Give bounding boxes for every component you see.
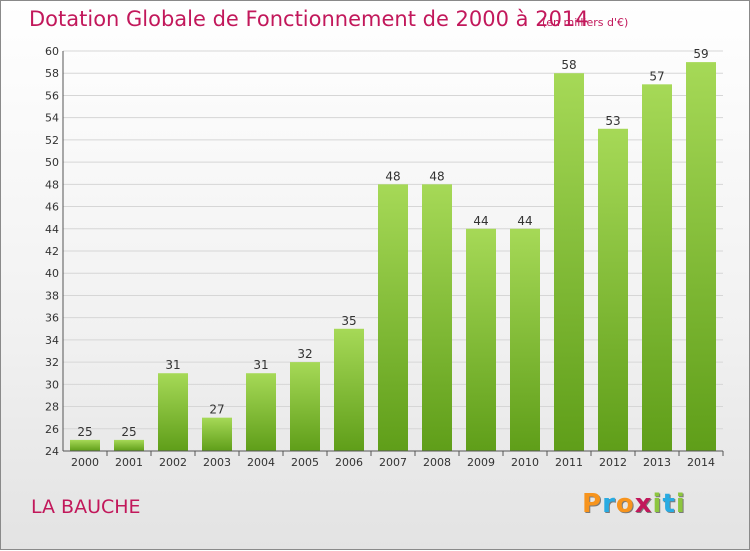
y-tick-label: 36: [45, 312, 59, 325]
logo-letter: i: [675, 489, 686, 519]
x-tick-label: 2011: [555, 456, 583, 469]
bar-value-label: 32: [297, 347, 312, 361]
bar-value-label: 48: [429, 169, 444, 183]
bar-value-label: 44: [473, 214, 488, 228]
y-tick-label: 40: [45, 267, 59, 280]
bar-value-label: 35: [341, 314, 356, 328]
bar-value-label: 57: [649, 69, 664, 83]
y-tick-label: 46: [45, 201, 59, 214]
x-tick-label: 2000: [71, 456, 99, 469]
x-tick-label: 2003: [203, 456, 231, 469]
y-tick-label: 32: [45, 356, 59, 369]
y-tick-label: 44: [45, 223, 59, 236]
y-tick-label: 56: [45, 89, 59, 102]
logo-letter: o: [615, 489, 635, 519]
y-tick-label: 38: [45, 289, 59, 302]
bar-value-label: 25: [77, 425, 92, 439]
x-tick-label: 2014: [687, 456, 715, 469]
bar-value-label: 44: [517, 214, 532, 228]
bar: [246, 373, 276, 451]
y-tick-label: 58: [45, 67, 59, 80]
y-tick-label: 30: [45, 378, 59, 391]
bar-value-label: 27: [209, 403, 224, 417]
bar-value-label: 31: [253, 358, 268, 372]
x-tick-label: 2005: [291, 456, 319, 469]
bar: [554, 73, 584, 451]
bar: [158, 373, 188, 451]
logo-letter: r: [602, 489, 616, 519]
x-tick-label: 2008: [423, 456, 451, 469]
x-tick-label: 2002: [159, 456, 187, 469]
bar: [114, 439, 144, 451]
logo-letter: P: [582, 489, 603, 519]
bar-value-label: 59: [693, 47, 708, 61]
bars: [70, 62, 716, 452]
logo-letter: t: [662, 489, 676, 519]
bar-value-label: 53: [605, 114, 620, 128]
proxiti-logo[interactable]: Proxiti: [582, 489, 686, 519]
x-tick-label: 2009: [467, 456, 495, 469]
place-name: LA BAUCHE: [31, 496, 141, 518]
y-tick-label: 24: [45, 445, 59, 458]
x-tick-label: 2007: [379, 456, 407, 469]
bar-value-label: 25: [121, 425, 136, 439]
bar: [466, 228, 496, 451]
y-tick-label: 34: [45, 334, 59, 347]
bar: [290, 362, 320, 451]
y-tick-label: 42: [45, 245, 59, 258]
y-tick-label: 54: [45, 112, 59, 125]
bar: [70, 439, 100, 451]
y-tick-label: 26: [45, 423, 59, 436]
bar: [334, 328, 364, 451]
bar-value-label: 31: [165, 358, 180, 372]
bar: [422, 184, 452, 452]
x-tick-label: 2004: [247, 456, 275, 469]
bar-value-label: 58: [561, 58, 576, 72]
y-tick-label: 52: [45, 134, 59, 147]
bar-value-label: 48: [385, 169, 400, 183]
bar: [642, 84, 672, 451]
bar: [202, 417, 232, 451]
y-tick-label: 60: [45, 45, 59, 58]
labels: 24 26 28 30 32 34 36 38 40 42 44 46 48 50 52 54 56 58 60 25…: [45, 45, 715, 469]
chart-title: Dotation Globale de Fonctionnement de 20…: [29, 7, 589, 31]
bar: [686, 62, 716, 451]
y-tick-label: 28: [45, 401, 59, 414]
bar: [378, 184, 408, 452]
logo-letter: i: [652, 489, 663, 519]
x-tick-label: 2001: [115, 456, 143, 469]
y-tick-label: 48: [45, 178, 59, 191]
bar: [510, 228, 540, 451]
x-tick-label: 2010: [511, 456, 539, 469]
x-tick-label: 2006: [335, 456, 363, 469]
bar: [598, 128, 628, 451]
chart-subtitle: (en milliers d'€): [542, 16, 629, 29]
x-tick-label: 2013: [643, 456, 671, 469]
x-tick-label: 2012: [599, 456, 627, 469]
y-tick-label: 50: [45, 156, 59, 169]
logo-letter: x: [634, 489, 653, 519]
axes: [62, 51, 724, 456]
